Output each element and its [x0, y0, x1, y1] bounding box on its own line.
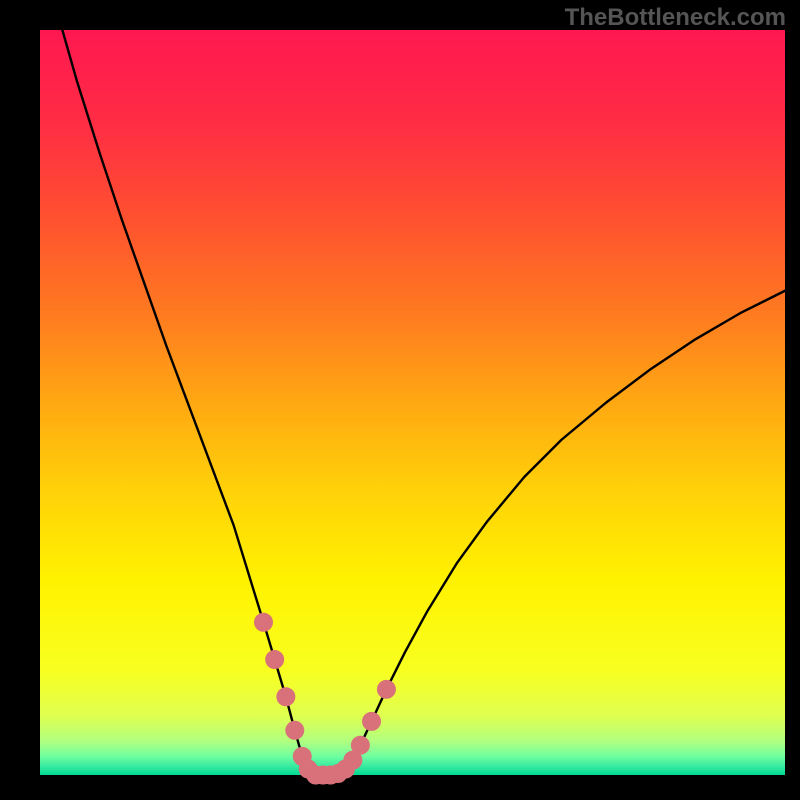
- marker-dot: [351, 736, 369, 754]
- marker-dot: [363, 712, 381, 730]
- marker-dot: [266, 651, 284, 669]
- marker-dot: [377, 680, 395, 698]
- chart-svg: [0, 0, 800, 800]
- bottleneck-curve: [62, 30, 785, 775]
- marker-group: [255, 613, 396, 784]
- marker-dot: [277, 688, 295, 706]
- marker-dot: [255, 613, 273, 631]
- chart-stage: TheBottleneck.com: [0, 0, 800, 800]
- marker-dot: [286, 721, 304, 739]
- watermark-text: TheBottleneck.com: [565, 4, 786, 32]
